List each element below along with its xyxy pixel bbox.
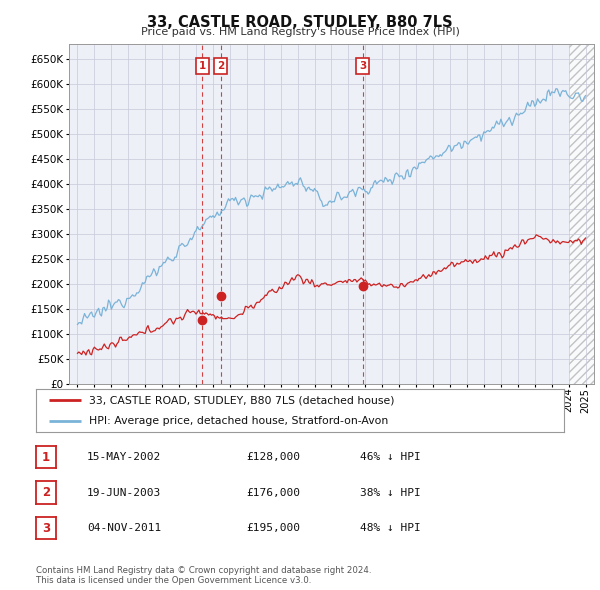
Text: Contains HM Land Registry data © Crown copyright and database right 2024.
This d: Contains HM Land Registry data © Crown c… (36, 566, 371, 585)
Text: 3: 3 (42, 522, 50, 535)
Text: HPI: Average price, detached house, Stratford-on-Avon: HPI: Average price, detached house, Stra… (89, 416, 388, 426)
Text: 19-JUN-2003: 19-JUN-2003 (87, 488, 161, 497)
Text: 48% ↓ HPI: 48% ↓ HPI (360, 523, 421, 533)
Text: 04-NOV-2011: 04-NOV-2011 (87, 523, 161, 533)
Text: £128,000: £128,000 (246, 453, 300, 462)
Text: 1: 1 (199, 61, 206, 71)
Text: £176,000: £176,000 (246, 488, 300, 497)
Text: 38% ↓ HPI: 38% ↓ HPI (360, 488, 421, 497)
Text: 2: 2 (217, 61, 224, 71)
Text: £195,000: £195,000 (246, 523, 300, 533)
Text: 2: 2 (42, 486, 50, 499)
Text: Price paid vs. HM Land Registry's House Price Index (HPI): Price paid vs. HM Land Registry's House … (140, 27, 460, 37)
Text: 33, CASTLE ROAD, STUDLEY, B80 7LS (detached house): 33, CASTLE ROAD, STUDLEY, B80 7LS (detac… (89, 395, 394, 405)
Text: 1: 1 (42, 451, 50, 464)
Text: 33, CASTLE ROAD, STUDLEY, B80 7LS: 33, CASTLE ROAD, STUDLEY, B80 7LS (147, 15, 453, 30)
Text: 15-MAY-2002: 15-MAY-2002 (87, 453, 161, 462)
Text: 46% ↓ HPI: 46% ↓ HPI (360, 453, 421, 462)
Text: 3: 3 (359, 61, 366, 71)
